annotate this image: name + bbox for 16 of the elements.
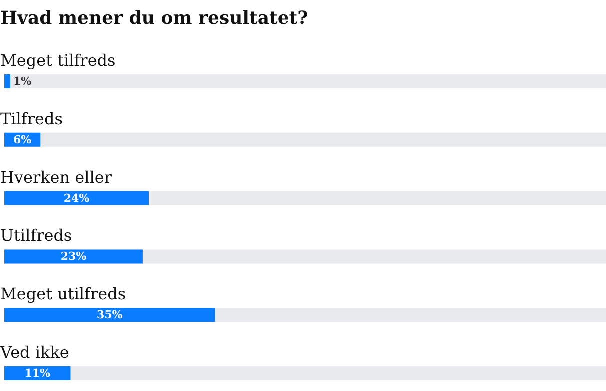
- data-label: 23%: [60, 250, 88, 264]
- data-label: 1%: [14, 75, 32, 88]
- y-tick-label: Hverken eller: [0, 168, 112, 187]
- data-label: 24%: [64, 192, 90, 205]
- data-label: 6%: [14, 133, 32, 146]
- bar: [4, 250, 143, 264]
- data-label: 11%: [24, 367, 52, 380]
- y-tick-label: Meget tilfreds: [0, 51, 116, 70]
- y-tick-label: Tilfreds: [0, 109, 63, 128]
- bar: [4, 74, 11, 88]
- data-label: 35%: [96, 308, 124, 322]
- chart-title: Hvad mener du om resultatet?: [0, 8, 308, 29]
- y-tick-label: Utilfreds: [0, 226, 72, 246]
- bar: [4, 191, 149, 206]
- y-tick-label: Ved ikke: [0, 343, 70, 362]
- y-tick-label: Meget utilfreds: [0, 284, 126, 304]
